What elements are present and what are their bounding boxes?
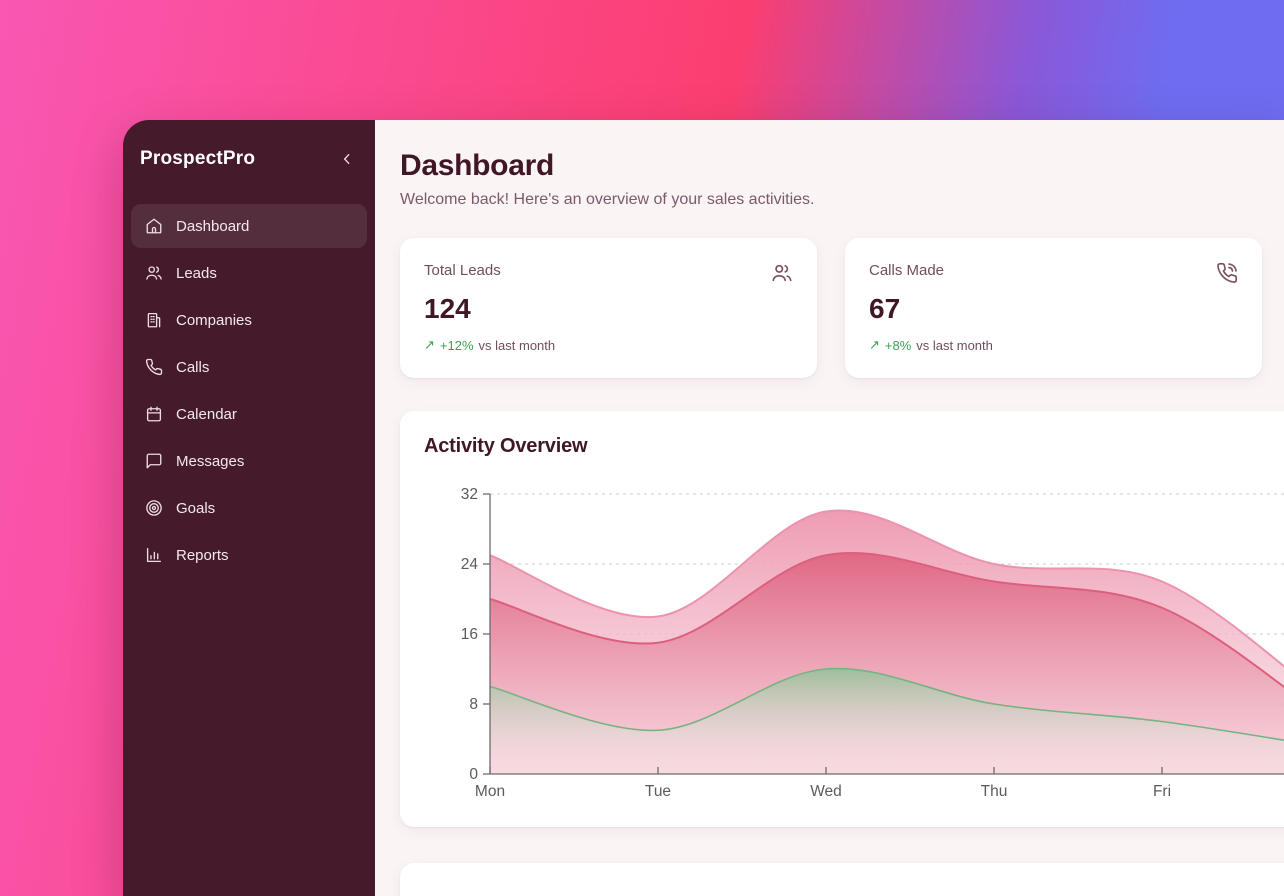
stat-card-total-leads: Total Leads 124 ↗ +12% vs last month: [400, 238, 817, 378]
building-icon: [145, 311, 163, 329]
sidebar-item-label: Messages: [176, 452, 245, 470]
stat-card-calls-made: Calls Made 67 ↗ +8% vs last month: [845, 238, 1262, 378]
sidebar-item-leads[interactable]: Leads: [131, 251, 367, 295]
sidebar-item-label: Calendar: [176, 405, 237, 423]
trend-value: +8%: [884, 337, 912, 353]
sidebar-item-calendar[interactable]: Calendar: [131, 392, 367, 436]
sidebar-item-companies[interactable]: Companies: [131, 298, 367, 342]
message-icon: [145, 452, 163, 470]
app-window: ProspectPro Dashboard: [123, 120, 1284, 896]
sidebar-collapse-button[interactable]: [339, 150, 357, 168]
sidebar-header: ProspectPro: [131, 144, 367, 174]
chart-area: 08162432MonTueWedThuFriSat: [424, 474, 1284, 809]
sidebar-item-reports[interactable]: Reports: [131, 533, 367, 577]
users-icon: [771, 262, 793, 284]
sidebar-item-label: Dashboard: [176, 217, 250, 235]
page-subtitle: Welcome back! Here's an overview of your…: [400, 191, 815, 208]
svg-text:32: 32: [461, 486, 478, 503]
partially-visible-card: [400, 863, 1284, 896]
stat-value: 124: [424, 293, 471, 324]
brand-logo-text: ProspectPro: [140, 148, 256, 169]
trend-value: +12%: [439, 337, 474, 353]
sidebar-item-dashboard[interactable]: Dashboard: [131, 204, 367, 248]
stat-value: 67: [869, 293, 901, 324]
svg-text:Mon: Mon: [475, 783, 505, 800]
sidebar-item-label: Calls: [176, 358, 210, 376]
sidebar-nav: Dashboard Leads Companies: [131, 204, 367, 577]
sidebar-item-label: Goals: [176, 499, 216, 517]
sidebar: ProspectPro Dashboard: [123, 120, 375, 896]
sidebar-item-label: Companies: [176, 311, 252, 329]
stat-label: Total Leads: [424, 262, 501, 279]
svg-text:Tue: Tue: [645, 783, 671, 800]
chevron-left-icon: [339, 151, 355, 167]
sidebar-item-goals[interactable]: Goals: [131, 486, 367, 530]
trend-up-icon: ↗: [869, 337, 880, 352]
stat-trend: ↗ +8% vs last month: [869, 337, 1238, 353]
svg-text:Wed: Wed: [810, 783, 842, 800]
trend-label: vs last month: [916, 337, 993, 353]
trend-up-icon: ↗: [424, 337, 435, 352]
svg-text:Fri: Fri: [1153, 783, 1171, 800]
phone-icon: [145, 358, 163, 376]
svg-text:24: 24: [461, 556, 479, 573]
page-title: Dashboard: [400, 149, 554, 182]
stat-trend: ↗ +12% vs last month: [424, 337, 793, 353]
trend-label: vs last month: [478, 337, 556, 353]
stat-label: Calls Made: [869, 262, 945, 279]
sidebar-item-label: Reports: [176, 546, 229, 564]
calendar-icon: [145, 405, 163, 423]
svg-text:8: 8: [469, 696, 478, 713]
activity-overview-card: Activity Overview 0 8 16 24 32 Mon Tue Wed Thu Fr…: [400, 411, 1284, 827]
activity-overview-chart: 08162432MonTueWedThuFriSat: [461, 486, 1284, 800]
stats-grid: Total Leads 124 ↗ +12% vs last month C: [400, 238, 1284, 378]
phone-call-icon: [1216, 262, 1238, 284]
target-icon: [145, 499, 163, 517]
sidebar-item-calls[interactable]: Calls: [131, 345, 367, 389]
bar-chart-icon: [145, 546, 163, 564]
svg-text:0: 0: [469, 766, 478, 783]
svg-text:Thu: Thu: [981, 783, 1008, 800]
svg-text:16: 16: [461, 626, 478, 643]
chart-title: Activity Overview: [424, 435, 588, 457]
sidebar-item-messages[interactable]: Messages: [131, 439, 367, 483]
users-icon: [145, 264, 163, 282]
home-icon: [145, 217, 163, 235]
sidebar-item-label: Leads: [176, 264, 217, 282]
main-content: Dashboard Welcome back! Here's an overvi…: [375, 120, 1284, 896]
